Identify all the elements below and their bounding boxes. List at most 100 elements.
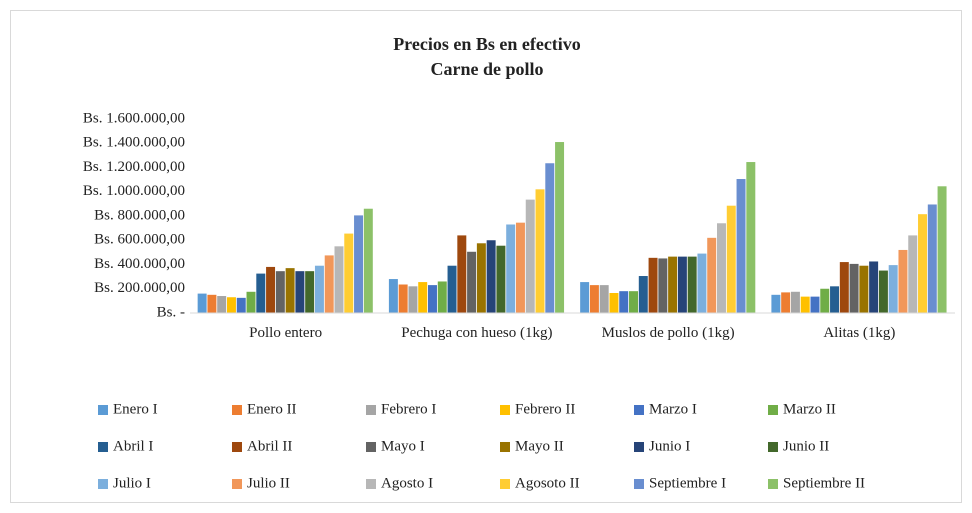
legend-swatch <box>500 479 510 489</box>
y-tick-label: Bs. 800.000,00 <box>94 207 185 223</box>
bar <box>790 291 800 313</box>
bar <box>496 245 506 313</box>
bar <box>476 243 486 313</box>
bar <box>217 296 227 313</box>
bar <box>717 223 726 313</box>
chart-subtitle: Carne de pollo <box>430 59 543 79</box>
legend-swatch <box>98 479 108 489</box>
bar <box>638 276 648 313</box>
bar <box>285 268 295 313</box>
bar <box>878 270 888 313</box>
bar <box>849 263 859 313</box>
bar <box>580 282 590 313</box>
bar <box>898 249 908 313</box>
bar <box>888 265 898 313</box>
legend-label: Febrero I <box>381 401 436 417</box>
bar <box>354 215 364 313</box>
bar <box>736 179 746 313</box>
legend-label: Febrero II <box>515 401 575 417</box>
y-tick-label: Bs. - <box>157 304 185 320</box>
legend-swatch <box>768 442 778 452</box>
bar <box>668 256 678 313</box>
x-tick-label: Pechuga con hueso (1kg) <box>401 325 553 341</box>
legend-swatch <box>98 405 108 415</box>
x-tick-label: Muslos de pollo (1kg) <box>601 325 735 341</box>
legend-swatch <box>232 442 242 452</box>
legend-label: Junio II <box>783 438 829 454</box>
y-tick-label: Bs. 1.400.000,00 <box>83 135 185 151</box>
bar <box>437 281 447 313</box>
bar <box>295 271 305 313</box>
bar <box>506 224 516 313</box>
bar <box>314 265 324 313</box>
y-tick-label: Bs. 600.000,00 <box>94 232 185 248</box>
legend-label: Enero II <box>247 401 297 417</box>
legend-swatch <box>366 442 376 452</box>
bar <box>918 214 927 313</box>
bar <box>207 294 217 313</box>
bar <box>418 282 428 313</box>
bar <box>447 265 457 313</box>
bar <box>467 251 477 313</box>
bar <box>363 208 373 313</box>
bar <box>677 256 687 313</box>
legend-label: Mayo II <box>515 438 564 454</box>
bar <box>256 273 266 313</box>
bar <box>658 258 668 313</box>
bar <box>334 246 344 313</box>
bar <box>908 235 918 313</box>
bar <box>324 255 334 313</box>
legend-swatch <box>500 405 510 415</box>
bar <box>344 233 354 313</box>
x-tick-label-box: Alitas (1kg) <box>823 325 896 341</box>
bar <box>428 285 437 313</box>
bar <box>266 266 276 313</box>
legend-swatch <box>232 405 242 415</box>
legend-label: Marzo II <box>783 401 836 417</box>
bar <box>800 296 810 313</box>
y-tick-label: Bs. 1.000.000,00 <box>83 183 185 199</box>
bar <box>525 199 535 313</box>
bar <box>246 291 256 313</box>
y-tick-label: Bs. 200.000,00 <box>94 280 185 296</box>
legend-label: Marzo I <box>649 401 697 417</box>
bar <box>589 285 599 313</box>
bar <box>305 271 315 313</box>
legend-label: Agosoto II <box>515 475 580 491</box>
bar <box>629 291 638 313</box>
bar <box>486 240 496 313</box>
bar <box>408 286 418 313</box>
y-tick-label: Bs. 1.600.000,00 <box>83 110 185 126</box>
legend-label: Junio I <box>649 438 690 454</box>
legend-label: Septiembre II <box>783 475 865 491</box>
x-tick-label: Pollo entero <box>249 325 323 341</box>
x-tick-label: Alitas (1kg) <box>823 325 896 341</box>
bar <box>927 204 937 313</box>
x-tick-label-box: Pechuga con hueso (1kg) <box>401 325 553 341</box>
bar <box>545 163 555 313</box>
legend-label: Abril I <box>113 438 153 454</box>
bar <box>599 285 609 313</box>
legend-swatch <box>366 479 376 489</box>
bar <box>275 271 285 313</box>
bar <box>726 205 736 313</box>
legend-swatch <box>634 405 644 415</box>
bar <box>839 262 849 313</box>
legend-label: Agosto I <box>381 475 433 491</box>
legend-swatch <box>98 442 108 452</box>
bar <box>781 292 791 313</box>
legend-swatch <box>768 405 778 415</box>
bar <box>937 186 947 313</box>
bar <box>226 297 236 313</box>
legend-label: Julio II <box>247 475 290 491</box>
bar <box>535 189 545 313</box>
bar <box>771 294 781 313</box>
bar <box>619 291 629 313</box>
bar <box>555 142 565 313</box>
x-tick-label-box: Muslos de pollo (1kg) <box>601 325 735 341</box>
bar <box>609 292 619 313</box>
bar <box>746 162 756 313</box>
legend-label: Enero I <box>113 401 158 417</box>
legend-swatch <box>634 442 644 452</box>
